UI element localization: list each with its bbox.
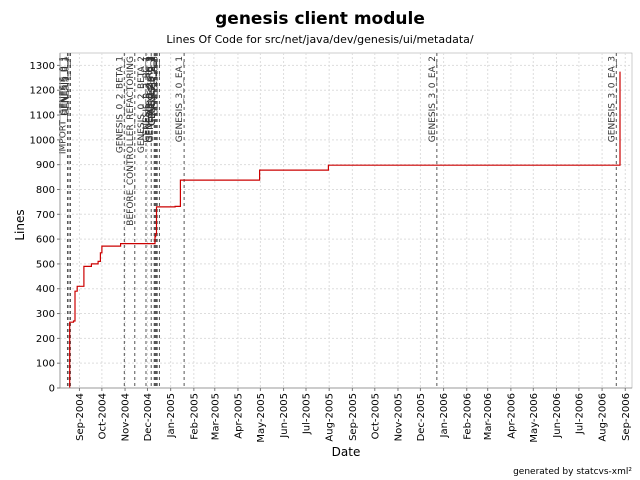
x-tick-label: Jun-2005 [279,393,290,439]
y-tick-label: 500 [36,259,55,270]
y-tick-label: 1200 [30,86,55,97]
y-tick-label: 200 [36,334,55,345]
release-marker-label: GENESIS_0_2_2 [148,56,158,126]
x-axis-label: Date [332,445,361,459]
y-axis-ticks: 0 100 200 300 400 500 600 700 800 900 1000 1100 1200… [30,61,60,395]
y-tick-label: 700 [36,210,55,221]
y-tick-label: 800 [36,185,55,196]
y-tick-label: 600 [36,235,55,246]
x-tick-label: May-2005 [256,393,267,443]
x-tick-label: Mar-2006 [483,393,494,440]
y-tick-label: 1000 [30,135,55,146]
x-tick-label: Feb-2006 [462,393,473,440]
x-tick-label: Aug-2006 [598,393,609,442]
y-tick-label: 0 [49,384,55,395]
x-tick-label: Jun-2006 [552,393,563,439]
x-tick-label: Sep-2005 [348,393,359,441]
release-marker-label: GENESIS_0_1 [60,56,70,116]
x-tick-label: Jan-2006 [439,393,450,438]
release-marker-label: GENESIS_0_2_RC_2 [145,56,155,142]
y-tick-label: 400 [36,284,55,295]
x-tick-label: Dec-2004 [143,393,154,441]
y-tick-label: 100 [36,359,55,370]
y-tick-label: 900 [36,160,55,171]
x-tick-label: Oct-2005 [370,393,381,439]
x-tick-label: May-2006 [529,393,540,443]
series-layer [69,71,621,388]
x-tick-label: Jul-2005 [301,393,312,435]
release-marker-label: GENESIS_0_2_1 [147,56,157,126]
y-tick-label: 1300 [30,61,55,72]
x-tick-label: Mar-2005 [210,393,221,440]
x-tick-label: Sep-2004 [75,393,86,441]
release-marker-label: GENESIS_0_1 [61,56,71,116]
release-marker-label: IMPORT_GENESIS_0_1 [58,56,68,154]
generator-credit: generated by statcvs-xml² [513,467,632,477]
x-tick-label: Apr-2005 [233,393,244,439]
x-tick-label: Sep-2006 [621,393,632,441]
y-tick-label: 1100 [30,111,55,122]
chart-title: genesis client module [215,9,425,29]
x-tick-label: Jan-2005 [166,393,177,438]
x-tick-label: Feb-2005 [189,393,200,440]
release-marker-label: GENESIS_0_3 [150,56,160,116]
release-marker-label: GENESIS_0_2_RC_3 [146,56,156,142]
release-marker-label: GENESIS_3_0_EA_1 [175,56,185,142]
x-tick-label: Nov-2004 [121,393,132,441]
release-marker-label: GENESIS_0_2_RC_1 [142,56,152,142]
chart-subtitle: Lines Of Code for src/net/java/dev/genes… [166,33,473,46]
release-marker-label: GENESIS_3_0_EA_2 [428,56,438,142]
x-tick-label: Jul-2006 [574,393,585,435]
release-marker-label: GENESIS_0_2_BETA_2 [137,56,147,153]
x-tick-label: Oct-2004 [97,393,108,439]
release-marker-label: GENESIS_0_2 [147,56,157,116]
x-tick-label: Aug-2005 [325,393,336,442]
y-axis-label: Lines [13,209,27,240]
release-marker-label: BEFORE_CONTROLLER_REFACTORING [126,56,136,226]
lines-of-code-series [69,71,621,388]
x-tick-label: Apr-2006 [506,393,517,439]
x-axis-ticks: Sep-2004 Oct-2004 Nov-2004 Dec-2004 Jan-2005… [75,388,632,443]
y-tick-label: 300 [36,309,55,320]
x-tick-label: Nov-2005 [393,393,404,441]
x-tick-label: Dec-2005 [416,393,427,441]
release-markers: IMPORT_GENESIS_0_1GENESIS_0_1GENESIS_0_1… [58,53,617,388]
release-marker-label: GENESIS_3_0_EA_3 [607,56,617,142]
release-marker-label: GENESIS_0_2_BETA_1 [115,56,125,153]
